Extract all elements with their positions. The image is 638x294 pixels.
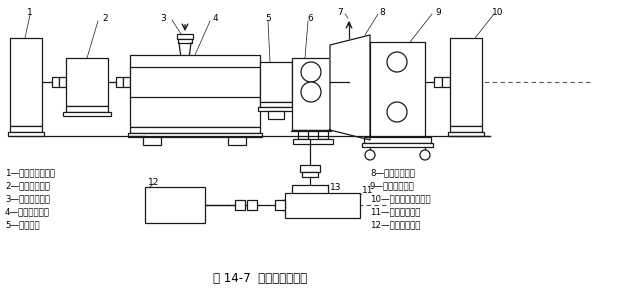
Text: 1—混炼机主电机；: 1—混炼机主电机； [5, 168, 55, 177]
Polygon shape [330, 35, 370, 140]
Text: 13: 13 [330, 183, 341, 192]
Bar [442, 77, 450, 87]
Bar [130, 127, 260, 133]
Circle shape [420, 150, 430, 160]
Text: 3: 3 [160, 14, 166, 23]
Text: 7: 7 [337, 8, 343, 16]
Bar [52, 77, 59, 87]
Bar [292, 185, 328, 205]
Circle shape [301, 62, 321, 82]
Bar [292, 58, 330, 130]
Circle shape [387, 102, 407, 122]
Text: 10: 10 [493, 8, 504, 16]
Bar [247, 200, 257, 210]
Bar [318, 131, 328, 139]
Bar [370, 42, 425, 137]
Text: 4: 4 [212, 14, 218, 23]
Bar [258, 107, 294, 111]
Circle shape [365, 150, 375, 160]
Bar [285, 193, 360, 218]
Bar [260, 62, 292, 102]
Bar [448, 132, 484, 136]
Bar [260, 102, 292, 107]
Bar [362, 143, 433, 147]
Text: 1: 1 [27, 8, 33, 16]
Text: 2: 2 [102, 14, 108, 23]
Text: 11—同步齿轮箱；: 11—同步齿轮箱； [370, 207, 420, 216]
Text: 12: 12 [148, 178, 160, 186]
Bar [128, 133, 262, 137]
Bar [268, 111, 284, 119]
Bar [123, 77, 130, 87]
Bar [116, 77, 123, 87]
Circle shape [301, 82, 321, 102]
Text: 4—双螺杆筒体；: 4—双螺杆筒体； [5, 207, 50, 216]
Bar [450, 126, 482, 132]
Bar [59, 77, 66, 87]
Text: 12—齿轮泵电动机: 12—齿轮泵电动机 [370, 220, 420, 229]
Text: 9—水下切粒机；: 9—水下切粒机； [370, 181, 415, 190]
Bar [450, 38, 482, 126]
Bar [275, 200, 285, 210]
Bar [282, 200, 292, 210]
Circle shape [387, 52, 407, 72]
Text: 3—粉末下料器；: 3—粉末下料器； [5, 194, 50, 203]
Bar [298, 131, 308, 139]
Bar [130, 55, 260, 127]
Bar [364, 137, 431, 143]
Text: 2—齿轮减速器；: 2—齿轮减速器； [5, 181, 50, 190]
Bar [10, 126, 42, 132]
Bar [300, 165, 320, 172]
Text: 8—颗粒水出口；: 8—颗粒水出口； [370, 168, 415, 177]
Bar [145, 187, 205, 223]
Bar [143, 137, 161, 145]
Text: 8: 8 [379, 8, 385, 16]
Bar [178, 39, 192, 43]
Text: 10—水下切粒电动机；: 10—水下切粒电动机； [370, 194, 431, 203]
Bar [228, 137, 246, 145]
Bar [63, 112, 111, 116]
Bar [235, 200, 245, 210]
Bar [302, 172, 318, 177]
Text: 6: 6 [307, 14, 313, 23]
Bar [8, 132, 44, 136]
Text: 9: 9 [435, 8, 441, 16]
Text: 5: 5 [265, 14, 271, 23]
Text: 5—齿轮泵；: 5—齿轮泵； [5, 220, 40, 229]
Bar [177, 34, 193, 39]
Bar [328, 200, 338, 210]
Bar [66, 58, 108, 106]
Text: 图 14-7  造粒机组示意图: 图 14-7 造粒机组示意图 [213, 271, 307, 285]
Bar [66, 106, 108, 112]
Bar [10, 38, 42, 126]
Text: 11: 11 [362, 186, 373, 195]
Bar [434, 77, 442, 87]
Bar [293, 139, 333, 144]
